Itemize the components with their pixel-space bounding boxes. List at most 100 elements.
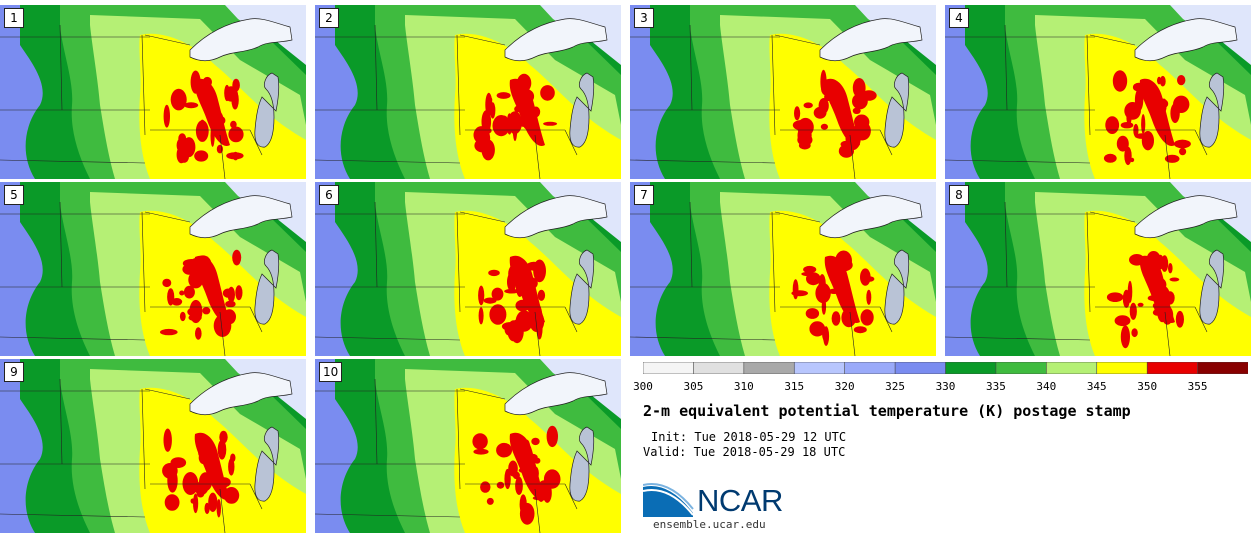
state-borders: [315, 378, 578, 533]
red-high-theta-e-region: [473, 73, 558, 161]
member-number-label: 1: [4, 8, 24, 28]
colorbar: [643, 362, 1248, 374]
red-high-theta-e-region: [160, 249, 243, 340]
state-borders: [315, 24, 578, 179]
colorbar-swatch: [743, 362, 796, 374]
member-number-label: 6: [319, 185, 339, 205]
lake-superior: [1134, 195, 1238, 239]
lake-superior: [1134, 18, 1238, 62]
colorbar-tick-label: 330: [935, 380, 956, 393]
lake-michigan: [884, 249, 910, 325]
lake-superior: [189, 18, 293, 62]
colorbar-swatch: [1096, 362, 1148, 374]
red-high-theta-e-region: [1106, 251, 1184, 349]
lake-superior: [504, 195, 608, 239]
state-borders: [0, 378, 263, 533]
lake-michigan: [1199, 249, 1225, 325]
state-borders: [0, 201, 263, 356]
colorbar-tick-label: 310: [733, 380, 754, 393]
member-map: [630, 182, 936, 356]
chart-title: 2-m equivalent potential temperature (K)…: [643, 402, 1131, 420]
colorbar-tick-label: 340: [1036, 380, 1057, 393]
member-number-label: 4: [949, 8, 969, 28]
valid-time: Valid: Tue 2018-05-29 18 UTC: [643, 445, 846, 459]
member-map: [945, 5, 1251, 179]
colorbar-swatch: [793, 362, 846, 374]
colorbar-swatch: [945, 362, 997, 374]
colorbar-swatch: [1146, 362, 1199, 374]
lake-michigan: [569, 249, 595, 325]
state-borders: [945, 24, 1208, 179]
ncar-logo: NCAR: [642, 477, 803, 521]
colorbar-swatch: [643, 362, 695, 374]
colorbar-tick-label: 335: [985, 380, 1006, 393]
colorbar-tick-label: 345: [1086, 380, 1107, 393]
red-high-theta-e-region: [1103, 70, 1191, 166]
red-high-theta-e-region: [791, 250, 875, 346]
lake-superior: [189, 195, 293, 239]
lake-superior: [819, 195, 923, 239]
lake-superior: [504, 18, 608, 62]
ensemble-member-panel: 4: [945, 5, 1251, 179]
member-map: [0, 5, 306, 179]
lake-superior: [819, 18, 923, 62]
lake-michigan: [254, 72, 280, 148]
red-high-theta-e-region: [792, 69, 877, 158]
ensemble-member-panel: 1: [0, 5, 306, 179]
member-number-label: 9: [4, 362, 24, 382]
member-number-label: 2: [319, 8, 339, 28]
colorbar-swatch: [844, 362, 896, 374]
state-borders: [630, 24, 893, 179]
colorbar-tick-label: 325: [885, 380, 906, 393]
ncar-swoosh-icon: [642, 483, 694, 517]
ensemble-member-panel: 7: [630, 182, 936, 356]
lake-michigan: [254, 426, 280, 502]
member-number-label: 10: [319, 362, 343, 382]
colorbar-tick-label: 315: [784, 380, 805, 393]
member-map: [0, 182, 306, 356]
colorbar-tick-label: 355: [1187, 380, 1208, 393]
member-map: [315, 182, 621, 356]
member-number-label: 3: [634, 8, 654, 28]
lake-michigan: [569, 72, 595, 148]
member-number-label: 8: [949, 185, 969, 205]
website-label: ensemble.ucar.edu: [653, 518, 766, 531]
state-borders: [0, 24, 263, 179]
ensemble-member-panel: 8: [945, 182, 1251, 356]
member-map: [945, 182, 1251, 356]
lake-michigan: [569, 426, 595, 502]
red-high-theta-e-region: [478, 255, 546, 344]
ensemble-member-panel: 3: [630, 5, 936, 179]
member-map: [630, 5, 936, 179]
lake-michigan: [254, 249, 280, 325]
init-time: Init: Tue 2018-05-29 12 UTC: [651, 430, 847, 444]
colorbar-tick-label: 300: [633, 380, 653, 393]
state-borders: [315, 201, 578, 356]
ncar-logo-text: NCAR: [697, 483, 783, 518]
member-map: [0, 359, 306, 533]
red-high-theta-e-region: [163, 70, 244, 164]
colorbar-tick-label: 350: [1137, 380, 1158, 393]
member-map: [315, 359, 621, 533]
ensemble-member-panel: 5: [0, 182, 306, 356]
member-number-label: 5: [4, 185, 24, 205]
state-borders: [630, 201, 893, 356]
colorbar-swatch: [693, 362, 745, 374]
ensemble-member-panel: 9: [0, 359, 306, 533]
member-number-label: 7: [634, 185, 654, 205]
lake-superior: [504, 372, 608, 416]
colorbar-swatch: [1197, 362, 1248, 374]
lake-michigan: [1199, 72, 1225, 148]
lake-superior: [189, 372, 293, 416]
ensemble-member-panel: 6: [315, 182, 621, 356]
lake-michigan: [884, 72, 910, 148]
colorbar-swatch: [1046, 362, 1098, 374]
red-high-theta-e-region: [162, 428, 240, 518]
colorbar-tick-label: 320: [834, 380, 855, 393]
colorbar-swatch: [894, 362, 947, 374]
ensemble-member-panel: 10: [315, 359, 621, 533]
colorbar-tick-label: 305: [683, 380, 704, 393]
colorbar-swatch: [995, 362, 1048, 374]
member-map: [315, 5, 621, 179]
ensemble-member-panel: 2: [315, 5, 621, 179]
